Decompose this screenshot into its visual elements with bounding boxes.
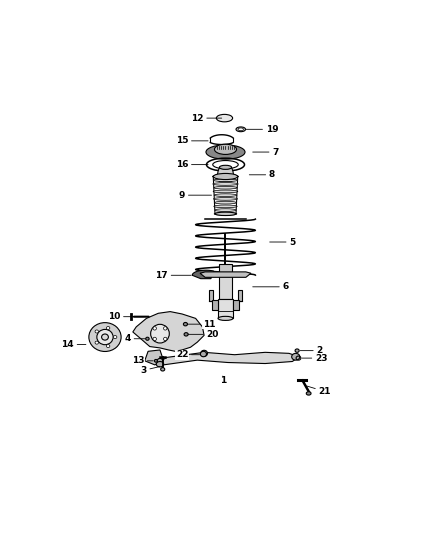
Polygon shape <box>208 289 212 302</box>
Text: 7: 7 <box>253 148 279 157</box>
Bar <box>219 275 232 299</box>
Ellipse shape <box>215 144 237 155</box>
Ellipse shape <box>95 330 99 333</box>
Polygon shape <box>217 167 234 182</box>
Ellipse shape <box>163 337 167 341</box>
Ellipse shape <box>213 173 238 180</box>
Ellipse shape <box>213 179 237 182</box>
Ellipse shape <box>200 351 206 357</box>
Polygon shape <box>156 352 299 365</box>
Ellipse shape <box>292 353 300 360</box>
Ellipse shape <box>154 359 157 362</box>
Text: 19: 19 <box>246 125 278 134</box>
Ellipse shape <box>206 145 245 159</box>
Polygon shape <box>200 272 251 277</box>
Ellipse shape <box>214 205 237 208</box>
Ellipse shape <box>213 160 238 168</box>
Ellipse shape <box>153 337 156 341</box>
Ellipse shape <box>306 392 311 395</box>
Ellipse shape <box>215 212 236 215</box>
Text: 5: 5 <box>270 238 296 246</box>
Text: 15: 15 <box>176 136 208 146</box>
Polygon shape <box>233 300 239 310</box>
Ellipse shape <box>151 324 170 343</box>
Ellipse shape <box>213 190 238 193</box>
Polygon shape <box>238 289 243 302</box>
Ellipse shape <box>97 329 113 345</box>
Text: 12: 12 <box>191 114 222 123</box>
Ellipse shape <box>156 361 164 367</box>
Text: 14: 14 <box>61 340 86 349</box>
Ellipse shape <box>215 209 236 212</box>
Ellipse shape <box>95 341 99 344</box>
Ellipse shape <box>102 334 108 340</box>
Polygon shape <box>133 312 204 351</box>
Polygon shape <box>212 300 218 310</box>
Text: 1: 1 <box>219 376 226 385</box>
Text: 23: 23 <box>302 353 328 362</box>
Text: 4: 4 <box>124 334 145 343</box>
Ellipse shape <box>106 344 110 348</box>
Ellipse shape <box>213 198 237 200</box>
Ellipse shape <box>236 127 246 132</box>
Text: 6: 6 <box>253 282 289 292</box>
Ellipse shape <box>216 115 233 122</box>
Text: 8: 8 <box>249 171 275 179</box>
Ellipse shape <box>161 368 165 371</box>
Text: 3: 3 <box>141 366 160 375</box>
Text: 21: 21 <box>307 386 331 396</box>
Ellipse shape <box>212 175 239 178</box>
Ellipse shape <box>146 337 149 340</box>
Polygon shape <box>192 270 214 279</box>
Ellipse shape <box>157 358 162 363</box>
Ellipse shape <box>153 327 156 330</box>
Text: 16: 16 <box>176 160 208 169</box>
Bar <box>219 264 232 272</box>
Ellipse shape <box>218 317 233 320</box>
Ellipse shape <box>89 322 121 351</box>
Text: 17: 17 <box>155 271 191 280</box>
Bar <box>218 298 233 318</box>
Text: 9: 9 <box>179 191 212 200</box>
Ellipse shape <box>106 327 110 329</box>
Ellipse shape <box>215 201 237 204</box>
Ellipse shape <box>238 128 244 131</box>
Ellipse shape <box>184 322 187 326</box>
Ellipse shape <box>214 187 237 189</box>
Text: 13: 13 <box>132 357 153 365</box>
Polygon shape <box>145 350 163 365</box>
Text: 22: 22 <box>176 350 200 359</box>
Ellipse shape <box>113 336 117 338</box>
Text: 11: 11 <box>188 320 215 329</box>
Text: 2: 2 <box>300 346 323 355</box>
Ellipse shape <box>163 327 167 330</box>
Ellipse shape <box>184 333 188 336</box>
Ellipse shape <box>295 349 299 352</box>
Text: 20: 20 <box>188 330 219 339</box>
Ellipse shape <box>214 213 237 215</box>
Ellipse shape <box>214 194 237 197</box>
Ellipse shape <box>201 350 208 357</box>
Text: 10: 10 <box>108 312 144 321</box>
Ellipse shape <box>219 165 232 169</box>
Ellipse shape <box>213 183 238 185</box>
